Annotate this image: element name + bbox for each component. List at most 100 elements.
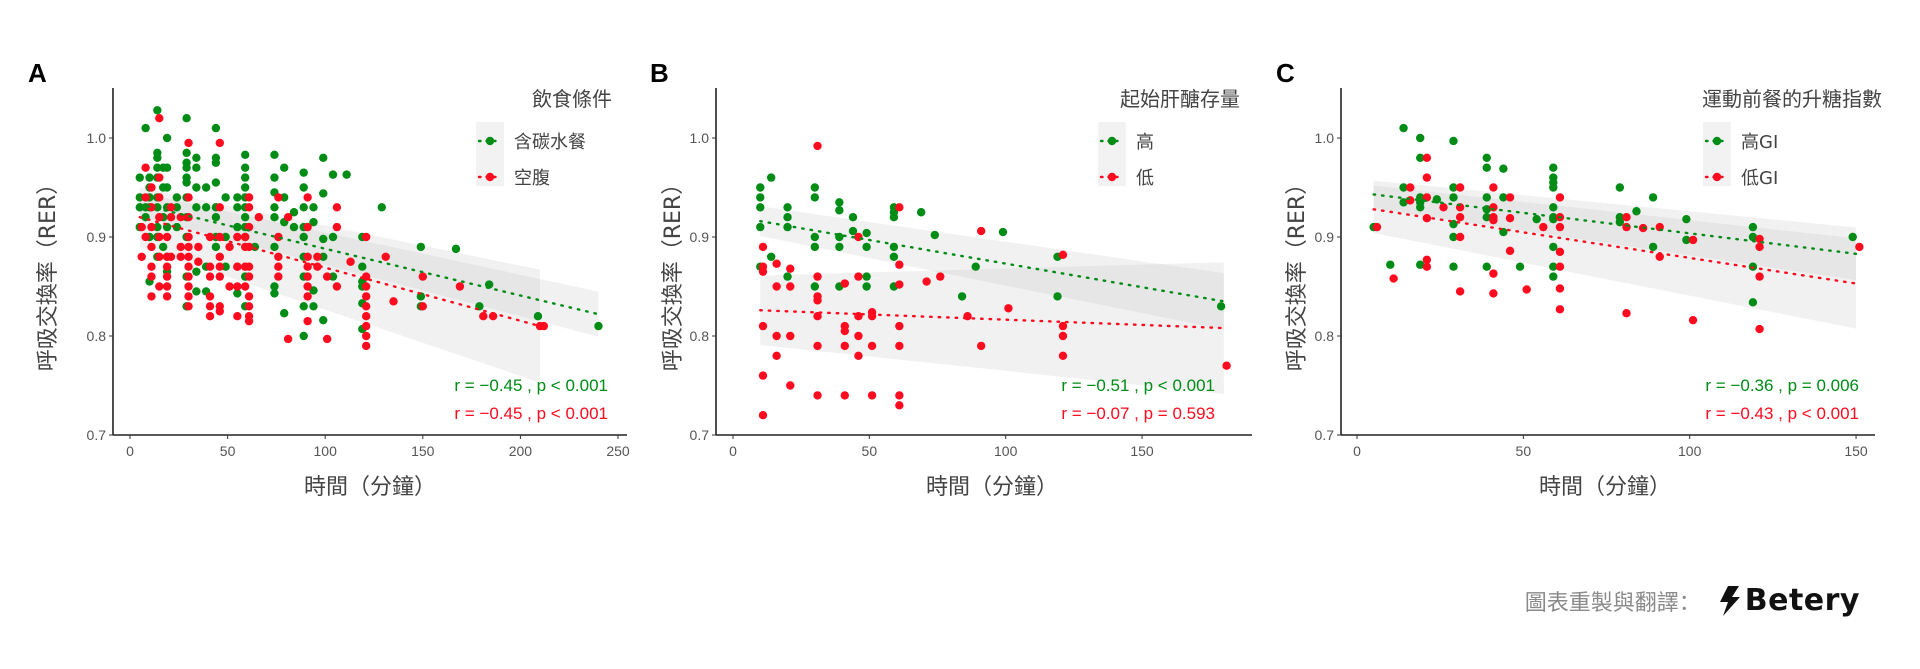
data-point xyxy=(192,153,201,162)
panel-letter: A xyxy=(28,58,47,88)
data-point xyxy=(957,292,967,301)
data-point xyxy=(889,252,899,261)
trend-line xyxy=(138,215,542,328)
data-point xyxy=(184,262,193,271)
x-tick-label: 200 xyxy=(509,443,533,459)
data-point xyxy=(416,242,426,252)
legend-title: 飲食條件 xyxy=(532,87,612,111)
data-point xyxy=(244,242,254,252)
data-point xyxy=(184,213,193,222)
data-point xyxy=(1505,246,1515,256)
data-point xyxy=(1455,183,1465,192)
data-point xyxy=(758,411,768,420)
data-point xyxy=(1489,289,1498,298)
data-point xyxy=(192,183,201,192)
data-point xyxy=(155,114,164,123)
data-point xyxy=(299,183,308,192)
data-point xyxy=(332,222,342,232)
lightning-bolt-icon xyxy=(1719,585,1740,616)
data-point xyxy=(192,203,201,212)
data-point xyxy=(813,391,822,400)
data-point xyxy=(1422,255,1432,264)
data-point xyxy=(1755,242,1764,252)
data-point xyxy=(361,302,371,311)
data-point xyxy=(539,321,549,331)
data-point xyxy=(1515,262,1525,271)
data-point xyxy=(772,331,781,341)
data-point xyxy=(155,193,164,202)
confidence-band xyxy=(139,192,599,337)
data-point xyxy=(309,217,318,227)
legend-point-swatch xyxy=(485,172,495,182)
x-tick-label: 150 xyxy=(1844,443,1868,459)
data-point xyxy=(1416,133,1425,143)
legend-point-swatch xyxy=(1712,136,1722,146)
data-point xyxy=(361,272,371,281)
y-tick-label: 1.0 xyxy=(690,130,710,146)
data-point xyxy=(1449,232,1458,242)
data-point xyxy=(172,203,182,212)
legend-label: 低 xyxy=(1136,168,1154,189)
y-tick-label: 0.9 xyxy=(1315,229,1335,245)
data-point xyxy=(254,213,264,222)
data-point xyxy=(756,183,765,192)
data-point xyxy=(361,341,371,351)
data-point xyxy=(342,170,351,179)
x-tick-label: 0 xyxy=(126,443,134,459)
data-point xyxy=(835,198,844,207)
data-point xyxy=(274,252,283,261)
data-point xyxy=(147,183,156,192)
data-point xyxy=(1489,183,1498,192)
data-point xyxy=(192,163,201,172)
y-axis-title: 呼吸交換率（RER） xyxy=(661,173,686,371)
data-point xyxy=(166,203,176,212)
data-point xyxy=(1489,269,1498,278)
data-point xyxy=(270,203,279,212)
data-point xyxy=(153,163,162,172)
data-point xyxy=(1748,232,1758,242)
data-point xyxy=(772,259,781,268)
trend-line xyxy=(759,219,1226,303)
data-point xyxy=(233,193,242,202)
data-point xyxy=(244,316,254,326)
data-point xyxy=(280,163,289,172)
data-point xyxy=(303,193,312,202)
panel-b: B 0.7 0.8 0.9 1.0 0 50 100 150 時間（分鐘） 呼吸交換率（RER） 起始… xyxy=(650,58,1252,500)
data-point xyxy=(1222,361,1231,370)
y-tick-label: 0.7 xyxy=(1315,427,1335,443)
data-point xyxy=(155,232,164,242)
data-point xyxy=(455,282,465,291)
data-point xyxy=(233,312,242,321)
data-point xyxy=(1053,292,1062,301)
x-axis-title: 時間（分鐘） xyxy=(926,475,1058,500)
data-point xyxy=(211,158,221,167)
data-point xyxy=(840,341,850,351)
credit-text: 圖表重製與翻譯： xyxy=(1524,590,1701,616)
data-point xyxy=(810,193,820,202)
data-point xyxy=(303,282,312,291)
data-point xyxy=(309,302,318,311)
data-point xyxy=(172,222,182,232)
data-point xyxy=(758,371,768,380)
data-point xyxy=(280,193,289,202)
y-axis-title: 呼吸交換率（RER） xyxy=(36,173,61,371)
data-point xyxy=(332,203,342,212)
data-point xyxy=(1755,324,1764,334)
data-point xyxy=(1422,173,1432,182)
data-point xyxy=(1622,222,1631,232)
data-point xyxy=(299,302,308,311)
data-point xyxy=(1058,250,1068,260)
data-point xyxy=(358,262,367,271)
data-point xyxy=(1416,260,1425,269)
data-point xyxy=(766,252,776,261)
data-point xyxy=(205,272,215,281)
data-point xyxy=(240,232,250,242)
panel-letter: C xyxy=(1276,58,1295,88)
data-point xyxy=(153,222,162,232)
data-point xyxy=(274,262,283,271)
data-point xyxy=(270,173,279,182)
data-point xyxy=(895,203,904,212)
data-point xyxy=(211,242,221,252)
data-point xyxy=(1482,153,1491,162)
data-point xyxy=(135,173,144,182)
